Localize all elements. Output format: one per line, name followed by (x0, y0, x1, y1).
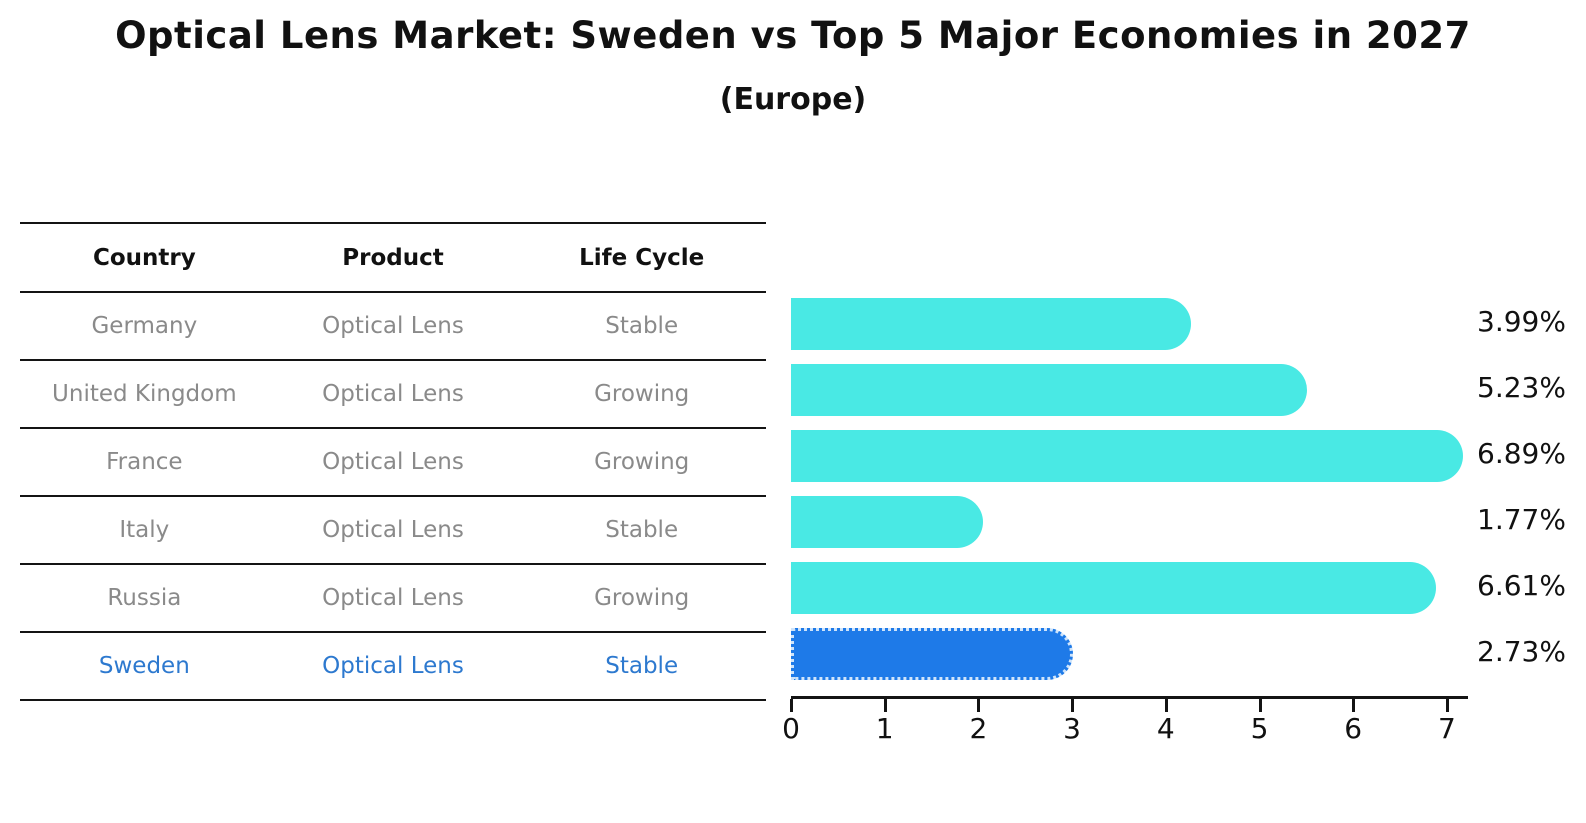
bar-row-italy (791, 489, 983, 555)
cell-life-cycle: Growing (594, 449, 690, 475)
bar-russia (791, 562, 1436, 614)
table-header-row: Country Product Life Cycle (20, 224, 766, 293)
x-axis-tick-label-4: 4 (1156, 712, 1175, 745)
table-row-united-kingdom: United Kingdom Optical Lens Growing (20, 361, 766, 429)
x-axis-tick-6 (1352, 699, 1356, 712)
bar-row-russia (791, 555, 1436, 621)
highlighted-bar-sweden (791, 628, 1073, 680)
cell-product: Optical Lens (322, 517, 464, 543)
x-axis-tick-label-2: 2 (969, 712, 988, 745)
column-header-country: Country (92, 244, 196, 271)
x-axis-tick-7 (1445, 699, 1449, 712)
x-axis-tick-0 (790, 699, 793, 712)
x-axis-tick-1 (883, 699, 887, 712)
value-label-russia: 6.61% (1477, 569, 1566, 602)
value-label-italy: 1.77% (1477, 503, 1566, 536)
x-axis-tick-4 (1164, 699, 1168, 712)
value-label-france: 6.89% (1477, 437, 1566, 470)
cell-life-cycle: Stable (605, 313, 679, 339)
cell-life-cycle: Stable (605, 653, 679, 679)
bar-germany (791, 298, 1191, 350)
chart-subtitle: (Europe) (719, 82, 867, 117)
value-label-united-kingdom: 5.23% (1477, 371, 1566, 404)
table-row-france: France Optical Lens Growing (20, 429, 766, 497)
table-row-russia: Russia Optical Lens Growing (20, 565, 766, 633)
x-axis-tick-label-1: 1 (875, 712, 894, 745)
bar-row-germany (791, 291, 1191, 357)
cell-product: Optical Lens (322, 381, 464, 407)
comparison-table: Country Product Life Cycle Germany Optica… (20, 222, 766, 701)
x-axis-line (791, 696, 1468, 699)
x-axis-tick-3 (1071, 699, 1075, 712)
cell-country: Germany (91, 313, 198, 339)
cell-country: United Kingdom (52, 381, 237, 407)
cell-product: Optical Lens (322, 313, 464, 339)
x-axis-tick-label-7: 7 (1437, 712, 1456, 745)
column-header-life-cycle: Life Cycle (579, 244, 705, 271)
bar-france (791, 430, 1463, 482)
x-axis-tick-label-3: 3 (1063, 712, 1081, 745)
cell-country: Italy (119, 517, 170, 543)
cell-product: Optical Lens (322, 585, 464, 611)
cell-product: Optical Lens (322, 449, 464, 475)
bar-row-france (791, 423, 1463, 489)
bar-italy (791, 496, 983, 548)
table-row-italy: Italy Optical Lens Stable (20, 497, 766, 565)
x-axis-tick-label-6: 6 (1344, 712, 1363, 745)
chart-title: Optical Lens Market: Sweden vs Top 5 Maj… (115, 14, 1471, 57)
cell-life-cycle: Stable (605, 517, 679, 543)
bar-row-sweden (791, 621, 1073, 687)
x-axis-tick-2 (977, 699, 981, 712)
x-axis-tick-label-0: 0 (782, 712, 800, 745)
bar-united-kingdom (791, 364, 1307, 416)
bar-row-united-kingdom (791, 357, 1307, 423)
cell-life-cycle: Growing (594, 585, 690, 611)
table-body: Germany Optical Lens Stable United Kingdom O… (20, 293, 766, 701)
cell-country: Russia (107, 585, 182, 611)
cell-product: Optical Lens (322, 653, 464, 679)
cell-country: Sweden (98, 653, 190, 679)
cell-country: France (106, 449, 183, 475)
value-label-germany: 3.99% (1477, 305, 1566, 338)
table-row-germany: Germany Optical Lens Stable (20, 293, 766, 361)
table-row-sweden: Sweden Optical Lens Stable (20, 633, 766, 701)
column-header-product: Product (342, 244, 444, 271)
x-axis-tick-label-5: 5 (1250, 712, 1269, 745)
x-axis-tick-5 (1258, 699, 1262, 712)
value-label-sweden: 2.73% (1477, 635, 1566, 668)
cell-life-cycle: Growing (594, 381, 690, 407)
